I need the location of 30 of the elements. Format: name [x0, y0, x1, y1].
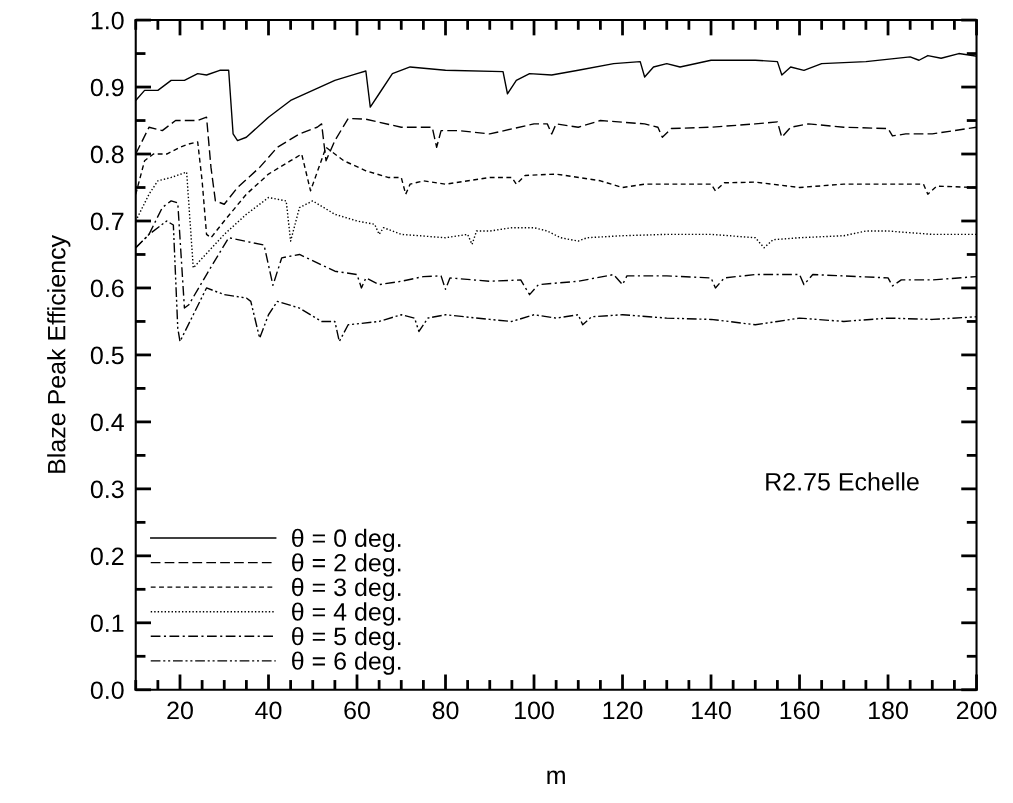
y-tick-label: 0.3: [90, 480, 124, 499]
legend-label: θ = 5 deg.: [292, 626, 401, 651]
x-tick-label: 200: [956, 701, 997, 720]
legend-label: θ = 4 deg.: [292, 602, 401, 626]
x-tick-label: 100: [515, 701, 554, 720]
x-tick-label: 20: [167, 701, 193, 720]
y-tick-label: 0.2: [90, 547, 124, 566]
y-tick-label: 0.5: [90, 346, 124, 365]
y-tick-label: 0.9: [90, 78, 124, 97]
y-tick-label: 1.0: [91, 11, 124, 30]
y-tick-label: 0.1: [90, 614, 124, 633]
x-tick-label: 120: [603, 701, 643, 720]
x-tick-label: 60: [344, 701, 370, 720]
y-tick-label: 0.4: [90, 413, 124, 432]
x-axis-title: m: [547, 770, 565, 784]
legend-label: θ = 0 deg.: [292, 528, 401, 552]
legend-label: θ = 2 deg.: [292, 553, 401, 577]
y-tick-label: 0.7: [90, 212, 124, 231]
x-tick-label: 40: [255, 701, 282, 720]
x-tick-label: 80: [432, 701, 459, 720]
annotation: R2.75 Echelle: [766, 472, 919, 491]
x-tick-label: 180: [869, 701, 908, 720]
y-tick-label: 0.0: [90, 681, 124, 700]
y-tick-label: 0.8: [90, 145, 124, 164]
x-tick-label: 140: [692, 701, 731, 720]
y-axis-title: Blaze Peak Efficiency: [47, 234, 71, 473]
y-tick-label: 0.6: [90, 279, 124, 298]
legend-label: θ = 6 deg.: [292, 651, 401, 675]
x-tick-label: 160: [780, 701, 820, 720]
legend-label: θ = 3 deg.: [292, 577, 401, 602]
